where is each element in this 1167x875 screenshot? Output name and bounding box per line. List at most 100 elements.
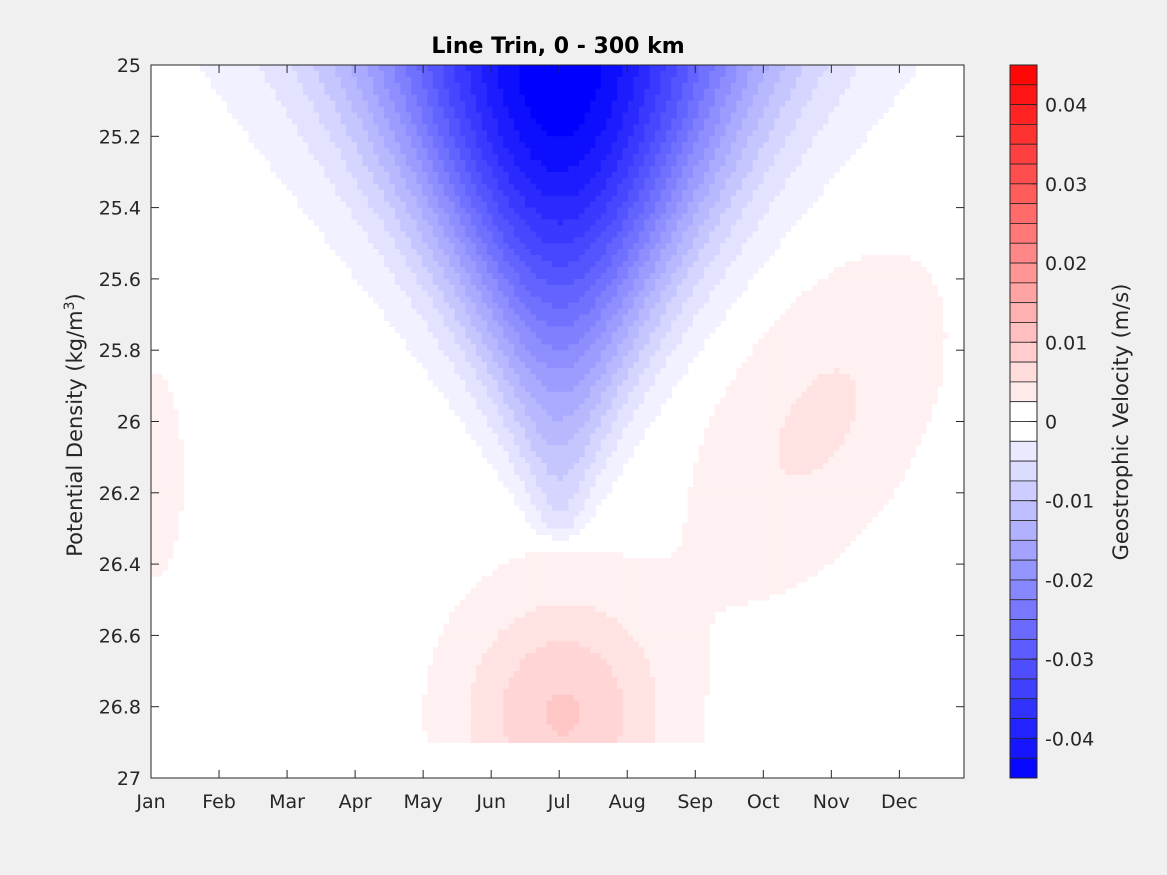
- contour-cell: [384, 65, 391, 72]
- contour-cell: [411, 183, 418, 191]
- contour-cell: [487, 82, 494, 90]
- contour-cell: [535, 237, 542, 244]
- contour-cell: [633, 130, 640, 137]
- contour-cell: [476, 183, 483, 191]
- contour-cell: [481, 278, 488, 286]
- contour-cell: [627, 350, 634, 357]
- contour-cell: [904, 296, 911, 304]
- contour-cell: [552, 142, 559, 149]
- contour-cell: [638, 136, 645, 143]
- contour-cell: [362, 267, 369, 274]
- contour-cell: [237, 118, 244, 126]
- contour-cell: [476, 320, 483, 328]
- contour-cell: [725, 296, 732, 304]
- contour-cell: [768, 160, 775, 167]
- contour-cell: [600, 261, 607, 268]
- contour-cell: [655, 201, 662, 209]
- contour-cell: [335, 88, 342, 96]
- contour-cell: [730, 296, 737, 304]
- contour-cell: [470, 207, 477, 215]
- contour-cell: [655, 142, 662, 149]
- contour-cell: [394, 166, 401, 173]
- contour-cell: [302, 171, 309, 179]
- contour-cell: [649, 65, 656, 72]
- contour-cell: [606, 249, 613, 256]
- contour-cell: [855, 88, 862, 96]
- contour-cell: [584, 237, 591, 244]
- contour-cell: [931, 284, 938, 292]
- contour-cell: [693, 284, 700, 292]
- contour-cell: [720, 290, 727, 298]
- contour-cell: [725, 267, 732, 274]
- contour-cell: [524, 189, 531, 197]
- contour-cell: [655, 112, 662, 120]
- contour-cell: [579, 130, 586, 137]
- contour-cell: [253, 94, 260, 102]
- contour-cell: [400, 148, 407, 155]
- contour-cell: [709, 76, 716, 84]
- contour-cell: [492, 65, 499, 72]
- contour-cell: [774, 195, 781, 203]
- contour-cell: [394, 237, 401, 244]
- contour-cell: [514, 154, 521, 161]
- contour-cell: [459, 148, 466, 155]
- contour-cell: [503, 308, 510, 316]
- contour-cell: [909, 267, 916, 274]
- contour-cell: [655, 70, 662, 78]
- contour-cell: [422, 148, 429, 155]
- contour-cell: [481, 302, 488, 310]
- contour-cell: [264, 136, 271, 143]
- contour-cell: [725, 148, 732, 155]
- contour-cell: [763, 183, 770, 191]
- contour-cell: [660, 344, 667, 351]
- contour-cell: [411, 261, 418, 268]
- contour-cell: [926, 338, 933, 345]
- contour-cell: [459, 183, 466, 191]
- contour-cell: [579, 118, 586, 126]
- contour-cell: [508, 136, 515, 143]
- contour-cell: [573, 195, 580, 203]
- contour-cell: [665, 82, 672, 90]
- contour-cell: [481, 249, 488, 256]
- contour-cell: [503, 320, 510, 328]
- contour-cell: [476, 82, 483, 90]
- contour-cell: [459, 118, 466, 126]
- contour-cell: [725, 261, 732, 268]
- contour-cell: [579, 154, 586, 161]
- contour-cell: [687, 148, 694, 155]
- contour-cell: [703, 124, 710, 131]
- contour-cell: [324, 219, 331, 227]
- contour-cell: [313, 130, 320, 137]
- contour-cell: [747, 112, 754, 120]
- contour-cell: [671, 201, 678, 209]
- contour-cell: [806, 183, 813, 191]
- contour-cell: [725, 213, 732, 221]
- contour-cell: [687, 195, 694, 203]
- contour-cell: [243, 124, 250, 131]
- contour-cell: [449, 267, 456, 274]
- contour-cell: [682, 320, 689, 328]
- contour-cell: [627, 171, 634, 179]
- contour-cell: [438, 213, 445, 221]
- contour-cell: [714, 261, 721, 268]
- contour-cell: [432, 249, 439, 256]
- contour-cell: [459, 284, 466, 292]
- contour-cell: [682, 231, 689, 238]
- contour-cell: [432, 124, 439, 131]
- contour-cell: [747, 267, 754, 274]
- contour-cell: [709, 171, 716, 179]
- contour-cell: [438, 124, 445, 131]
- contour-cell: [844, 320, 851, 328]
- contour-cell: [400, 94, 407, 102]
- contour-cell: [557, 314, 564, 322]
- contour-cell: [541, 332, 548, 339]
- contour-cell: [541, 65, 548, 72]
- contour-cell: [644, 106, 651, 114]
- contour-cell: [823, 308, 830, 316]
- contour-cell: [660, 106, 667, 114]
- contour-cell: [638, 213, 645, 221]
- contour-cell: [465, 290, 472, 298]
- contour-cell: [335, 231, 342, 238]
- contour-cell: [611, 112, 618, 120]
- contour-cell: [693, 338, 700, 345]
